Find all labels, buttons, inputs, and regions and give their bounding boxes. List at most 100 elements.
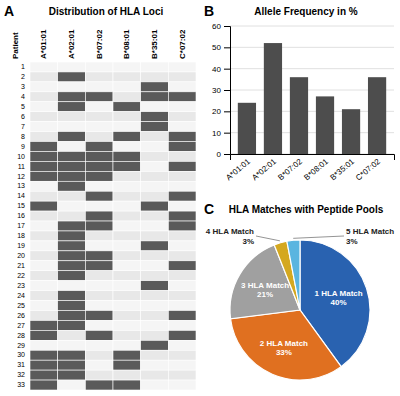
cell: [141, 301, 169, 311]
tick-label: 12: [17, 173, 25, 180]
cell: [30, 62, 58, 72]
tick: 1: [21, 63, 25, 70]
tick: 20: [17, 252, 25, 259]
cell: [30, 142, 58, 152]
cell: [113, 231, 141, 241]
tick-label: 33: [17, 381, 25, 388]
cell: [58, 380, 86, 390]
cell: [30, 132, 58, 142]
cell: [168, 330, 196, 340]
cell: [58, 181, 86, 191]
tick: A*02:01: [67, 29, 76, 59]
tick: A*01:01: [39, 29, 48, 59]
tick-label: 27: [17, 322, 25, 329]
tick: A*02:01: [250, 157, 278, 183]
cell: [141, 132, 169, 142]
tick-mark: [224, 47, 230, 48]
tick-label: C*07:02: [178, 29, 187, 59]
bar: [264, 43, 282, 154]
leader-line: [293, 236, 344, 238]
cell: [141, 72, 169, 82]
cell: [30, 340, 58, 350]
data-label: 4 HLA Match3%: [206, 227, 254, 245]
tick-label: 31: [17, 361, 25, 368]
cell: [141, 112, 169, 122]
tick-label: 11: [18, 163, 25, 170]
cell: [30, 161, 58, 171]
cell: [141, 261, 169, 271]
slices: [230, 240, 370, 380]
grid-line: [230, 26, 394, 27]
cell: [141, 251, 169, 261]
cell: [141, 350, 169, 360]
cell: [141, 281, 169, 291]
cell: [141, 171, 169, 181]
data-label-name: 1 HLA Match: [315, 289, 363, 298]
cell: [141, 241, 169, 251]
cell: [58, 281, 86, 291]
cell: [58, 340, 86, 350]
cell: [58, 191, 86, 201]
cell: [168, 151, 196, 161]
tick: 33: [17, 381, 25, 388]
cell: [85, 171, 113, 181]
tick: 3: [21, 83, 25, 90]
cell: [168, 171, 196, 181]
tick: 50: [212, 43, 230, 52]
cell: [168, 261, 196, 271]
cell: [30, 271, 58, 281]
cell: [58, 72, 86, 82]
cell: [58, 82, 86, 92]
cell: [85, 221, 113, 231]
cell: [113, 181, 141, 191]
data-label-value: 3%: [242, 237, 254, 246]
tick: C*07:02: [178, 29, 187, 59]
cell: [30, 102, 58, 112]
pie: 1 HLA Match40%2 HLA Match33%3 HLA Match2…: [206, 227, 394, 380]
cell: [141, 320, 169, 330]
cells: [30, 62, 196, 390]
tick-label: 23: [17, 282, 25, 289]
tick: B*07:02: [95, 29, 104, 59]
cell: [30, 320, 58, 330]
cell: [58, 102, 86, 112]
cell: [85, 370, 113, 380]
cell: [85, 251, 113, 261]
cell: [141, 211, 169, 221]
tick: C*07:02: [354, 157, 382, 183]
tick: B*35:01: [150, 29, 159, 59]
cell: [113, 122, 141, 132]
panel-label: A: [4, 3, 14, 19]
cell: [85, 320, 113, 330]
cell: [113, 281, 141, 291]
cell: [30, 330, 58, 340]
cell: [30, 72, 58, 82]
tick-label: 7: [21, 123, 25, 130]
cell: [85, 291, 113, 301]
cell: [168, 102, 196, 112]
cell: [113, 271, 141, 281]
tick: 8: [21, 133, 25, 140]
tick: 4: [21, 93, 25, 100]
tick: B*07:02: [276, 157, 304, 183]
tick-label: 20: [212, 107, 221, 116]
tick: 21: [17, 262, 25, 269]
tick: 30: [17, 351, 25, 358]
cell: [113, 350, 141, 360]
cell: [85, 72, 113, 82]
tick: B*35:01: [328, 157, 356, 183]
tick-label: 10: [17, 153, 25, 160]
cell: [113, 251, 141, 261]
tick-label: 5: [21, 103, 25, 110]
panel: CHLA Matches with Peptide Pools1 HLA Mat…: [204, 201, 394, 380]
cell: [141, 330, 169, 340]
cell: [85, 151, 113, 161]
cell: [30, 281, 58, 291]
cell: [113, 171, 141, 181]
tick: 26: [17, 312, 25, 319]
tick: 16: [17, 212, 25, 219]
cell: [168, 92, 196, 102]
cell: [168, 340, 196, 350]
cell: [85, 241, 113, 251]
cell: [141, 142, 169, 152]
